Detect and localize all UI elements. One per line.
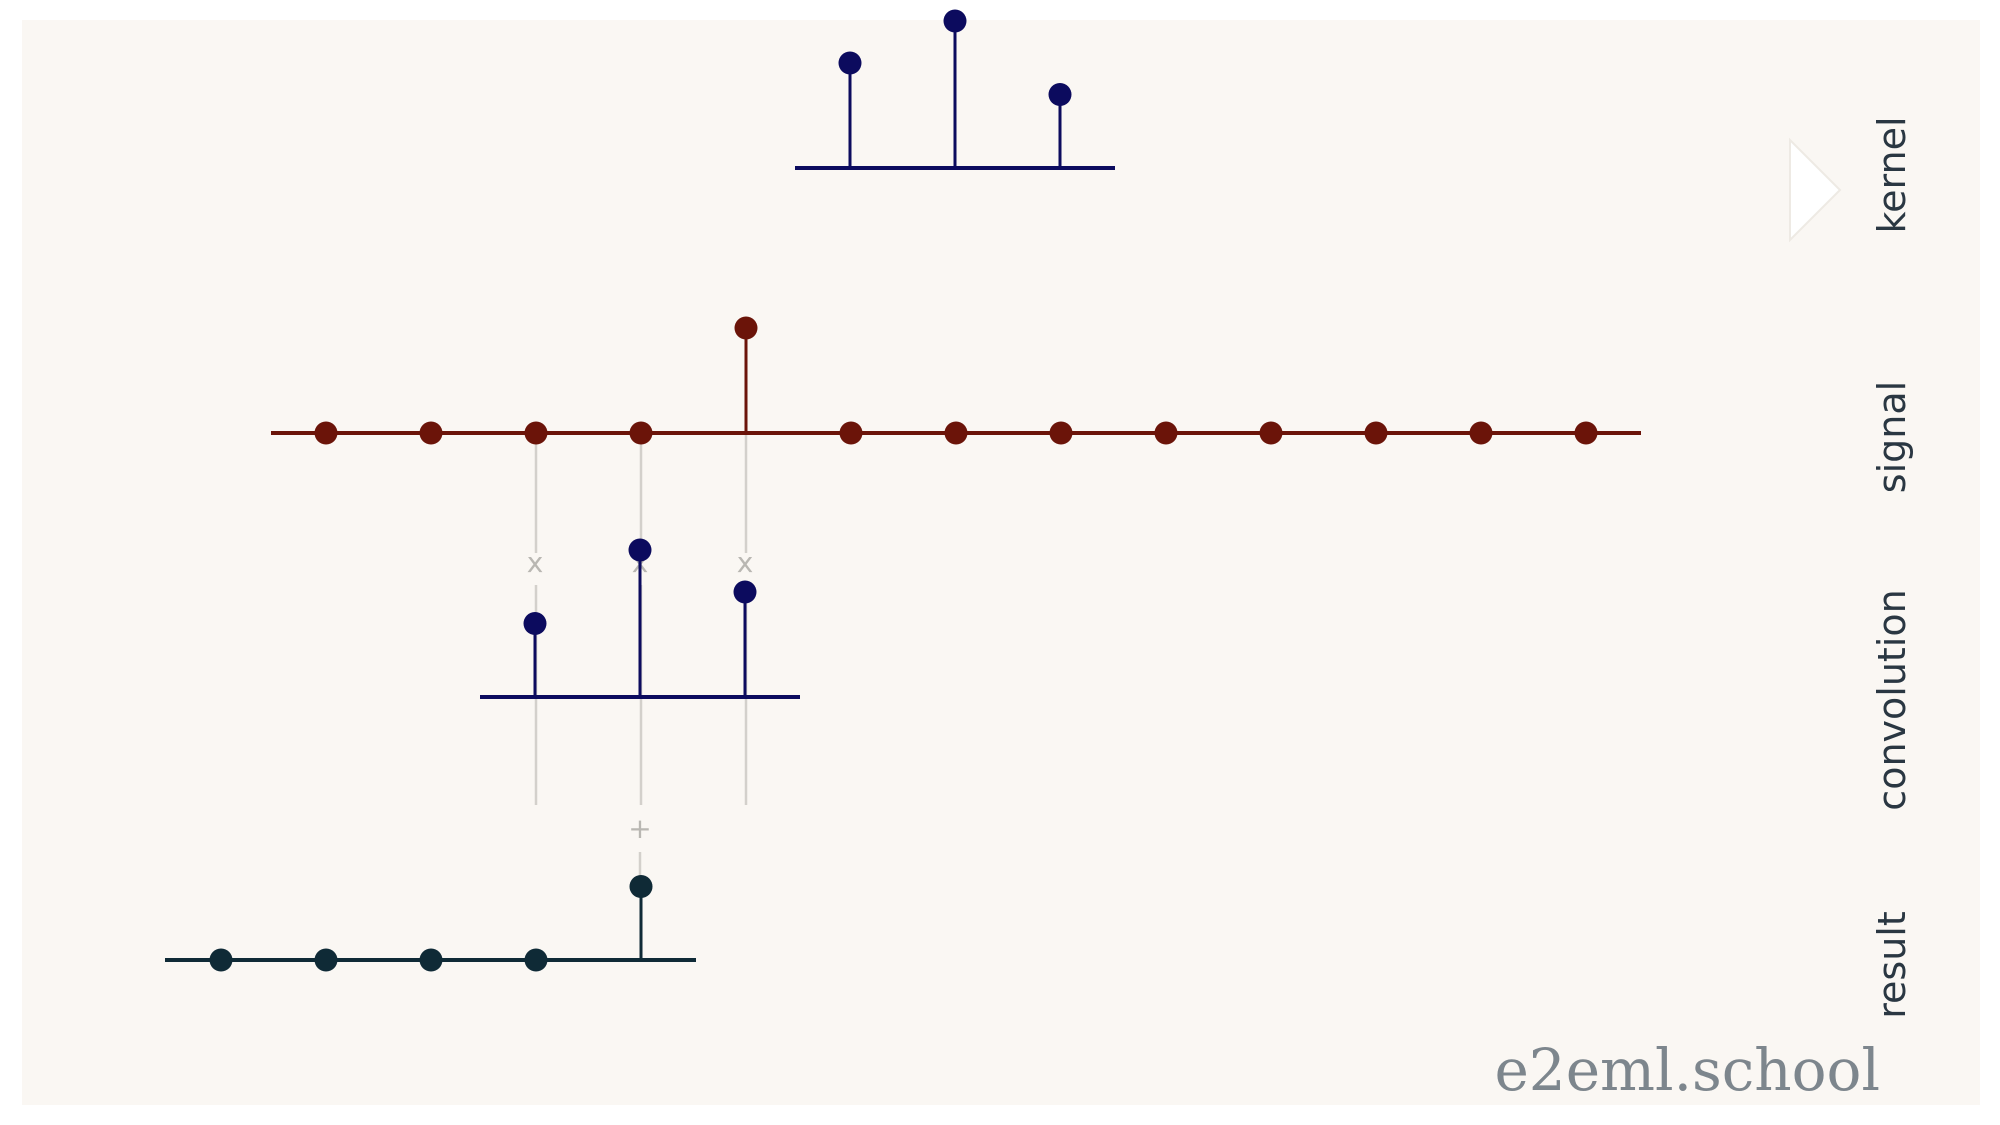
convolution-point xyxy=(628,538,652,562)
signal-point xyxy=(1469,421,1493,445)
row-label-result: result xyxy=(1870,911,1914,1019)
signal-point xyxy=(419,421,443,445)
signal-point xyxy=(314,421,338,445)
multiply-operator: x xyxy=(527,546,544,579)
signal-point xyxy=(524,421,548,445)
row-label-kernel: kernel xyxy=(1870,116,1914,233)
multiply-operator: x xyxy=(737,546,754,579)
row-label-convolution: convolution xyxy=(1870,589,1914,810)
signal-point xyxy=(1154,421,1178,445)
kernel-point xyxy=(838,51,862,75)
signal-point xyxy=(629,421,653,445)
kernel-stem-plot xyxy=(795,9,1115,170)
play-triangle-icon[interactable] xyxy=(1789,137,1842,243)
signal-point xyxy=(839,421,863,445)
signal-point xyxy=(1574,421,1598,445)
convolution-point xyxy=(733,580,757,604)
result-stem-plot xyxy=(165,875,696,972)
site-watermark: e2eml.school xyxy=(1494,1036,1880,1104)
result-point xyxy=(629,875,653,898)
signal-point xyxy=(1259,421,1283,445)
result-point xyxy=(314,948,338,972)
signal-point xyxy=(1364,421,1388,445)
result-point xyxy=(524,948,548,972)
signal-stem-plot xyxy=(271,316,1641,445)
kernel-point xyxy=(1048,83,1072,106)
row-label-signal: signal xyxy=(1870,381,1914,493)
kernel-point xyxy=(943,9,967,33)
result-point xyxy=(209,948,233,972)
signal-point xyxy=(1049,421,1073,445)
signal-point xyxy=(734,316,758,340)
convolution-stem-plot xyxy=(480,538,800,699)
sum-operator: + xyxy=(628,812,651,845)
convolution-point xyxy=(523,612,547,635)
operators: x x x + xyxy=(527,546,754,845)
canvas-background xyxy=(22,20,1980,1105)
signal-point xyxy=(944,421,968,445)
result-point xyxy=(419,948,443,972)
